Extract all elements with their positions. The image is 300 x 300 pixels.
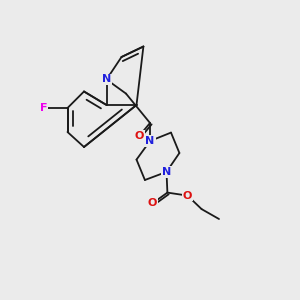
Text: N: N: [146, 136, 154, 146]
Text: F: F: [40, 103, 47, 113]
Text: O: O: [148, 198, 157, 208]
Text: N: N: [162, 167, 171, 177]
Text: O: O: [135, 130, 144, 141]
Text: N: N: [102, 74, 111, 85]
Text: O: O: [183, 190, 192, 201]
